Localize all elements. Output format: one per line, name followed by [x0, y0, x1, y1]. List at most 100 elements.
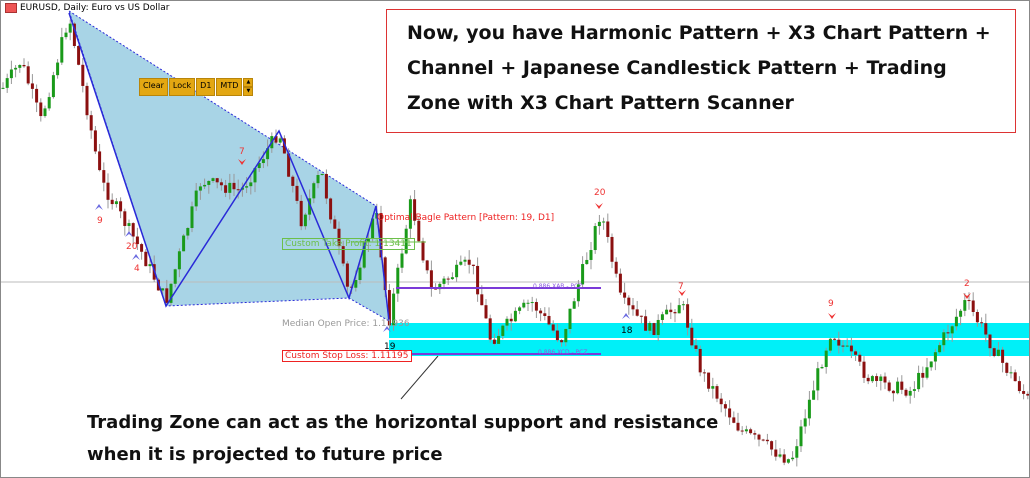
candle-body [996, 349, 1000, 356]
candle-body [614, 261, 618, 274]
candle-body [93, 130, 97, 152]
candle-body [971, 300, 975, 312]
candle-body [9, 69, 13, 79]
candle-body [1017, 381, 1021, 392]
candle-body [921, 372, 925, 378]
candle-body [413, 199, 417, 221]
candle-body [656, 319, 660, 335]
marker-label: 9 [97, 216, 103, 226]
candle-body [219, 182, 223, 186]
candle-body [728, 408, 732, 418]
candle-body [488, 318, 492, 340]
marker-label: 7 [239, 147, 245, 157]
candle-body [253, 168, 257, 183]
marker-label: 20 [594, 188, 606, 198]
candle-body [106, 182, 110, 200]
candle-body [774, 449, 778, 457]
candle-body [837, 339, 841, 346]
candle-body [698, 348, 702, 373]
zone-count-label: 19 [384, 342, 396, 352]
candle-body [387, 290, 391, 326]
candle-body [228, 182, 232, 193]
candle-body [509, 318, 513, 322]
spinner-down-button[interactable]: ▼ [243, 87, 254, 96]
candle-body [26, 66, 30, 84]
candle-body [119, 201, 123, 212]
candle-body [190, 206, 194, 228]
candle-body [812, 390, 816, 400]
annotation-pointer [400, 355, 439, 400]
marker-label: 7 [678, 282, 684, 292]
chart-title-text: EURUSD, Daily: Euro vs US Dollar [20, 3, 170, 13]
candle-body [39, 102, 43, 117]
candle-body [610, 236, 614, 262]
candle-body [820, 367, 824, 369]
candle-body [446, 278, 450, 280]
candle-body [316, 175, 320, 184]
chart-title: EURUSD, Daily: Euro vs US Dollar [5, 3, 169, 13]
scanner-toolbar: Clear Lock D1 MTD ▲ ▼ [139, 78, 254, 96]
candle-body [711, 386, 715, 389]
candle-body [102, 170, 106, 183]
candle-body [396, 267, 400, 294]
candle-body [282, 138, 286, 154]
candle-body [1, 87, 5, 89]
candle-body [526, 302, 530, 304]
pattern-legs [68, 12, 390, 322]
candle-body [581, 264, 585, 285]
up-arrow-icon [125, 231, 133, 237]
candle-body [161, 288, 165, 291]
candle-body [400, 253, 404, 268]
candle-body [215, 178, 219, 183]
candle-body [463, 259, 467, 262]
candle-body [303, 214, 307, 227]
bottom-note-line1: Trading Zone can act as the horizontal s… [87, 412, 719, 433]
candle-body [602, 221, 606, 223]
candle-body [77, 45, 81, 65]
candle-body [665, 309, 669, 315]
candle-body [975, 311, 979, 323]
candle-body [14, 67, 18, 70]
candle-body [618, 273, 622, 293]
median-open-label: Median Open Price: 1.11936 [282, 319, 410, 329]
candle-body [261, 159, 265, 164]
candle-body [925, 367, 929, 378]
candle-body [669, 309, 673, 313]
candle-body [984, 323, 988, 335]
candle-body [765, 439, 769, 442]
candle-body [896, 381, 900, 394]
lock-button[interactable]: Lock [168, 78, 196, 96]
spinner-up-button[interactable]: ▲ [243, 78, 254, 87]
candle-body [879, 376, 883, 381]
candle-body [942, 332, 946, 346]
candle-body [434, 288, 438, 290]
candle-body [198, 186, 202, 191]
candle-body [144, 251, 148, 267]
candle-body [278, 138, 282, 143]
candle-body [908, 390, 912, 396]
candle-body [358, 267, 362, 281]
candle-body [186, 227, 190, 236]
candle-body [891, 390, 895, 394]
candle-body [312, 183, 316, 199]
timeframe-button[interactable]: D1 [196, 78, 216, 96]
candle-body [749, 429, 753, 434]
candle-body [547, 315, 551, 325]
pattern-area [68, 9, 390, 322]
candle-body [568, 308, 572, 329]
candle-body [135, 236, 139, 245]
candle-body [635, 309, 639, 316]
clear-button[interactable]: Clear [139, 78, 168, 96]
candle-body [1001, 349, 1005, 363]
candle-body [757, 434, 761, 440]
candle-body [967, 300, 971, 302]
candle-body [480, 294, 484, 306]
candle-body [690, 327, 694, 346]
candle-body [18, 65, 22, 68]
mtd-button[interactable]: MTD [216, 78, 243, 96]
candle-body [933, 352, 937, 362]
candle-body [761, 439, 765, 441]
candle-body [513, 310, 517, 322]
marker-label: 9 [828, 299, 834, 309]
candle-body [950, 326, 954, 334]
